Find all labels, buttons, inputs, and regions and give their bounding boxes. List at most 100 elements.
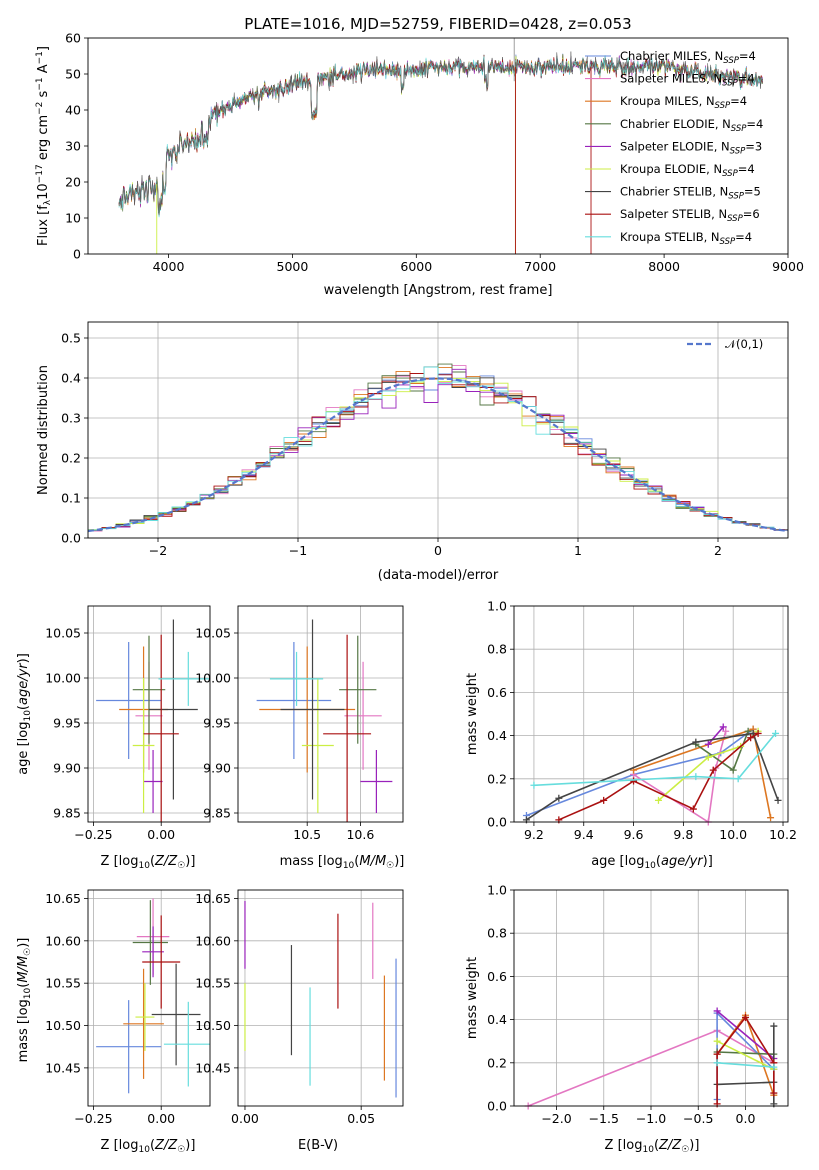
x-tick-label: 0.0: [736, 1111, 756, 1126]
y-tick-label: 0.4: [61, 371, 81, 386]
y-tick-label: 9.90: [53, 761, 81, 776]
y-tick-label: 9.90: [203, 761, 231, 776]
weight-marker: [704, 753, 712, 761]
errorbar-point: [142, 926, 164, 978]
errorbar-point: [132, 678, 155, 813]
histogram-step: [88, 366, 788, 533]
weight-line: [717, 1062, 774, 1068]
y-tick-label: 40: [65, 103, 81, 118]
y-tick-label: 0.0: [61, 531, 81, 546]
legend-label: Kroupa ELODIE, NSSP=4: [620, 162, 755, 179]
y-tick-label: 0.0: [487, 815, 507, 830]
legend-label: Salpeter MILES, NSSP=4: [620, 72, 755, 89]
errorbar-point: [158, 651, 210, 706]
x-tick-label: −0.25: [74, 827, 112, 842]
y-tick-label: 10.55: [45, 976, 81, 991]
weight-marker: [719, 723, 727, 731]
x-tick-label: 0.00: [231, 1111, 259, 1126]
errorbar-point: [344, 661, 382, 770]
spectrum-legend: Chabrier MILES, NSSP=4 Salpeter MILES, NS…: [585, 49, 763, 247]
age-z-ylabel: age [log10(age/yr)]: [16, 653, 33, 775]
x-tick-label: −1.5: [589, 1111, 619, 1126]
legend-label: Salpeter STELIB, NSSP=6: [620, 207, 760, 224]
weight-line: [533, 732, 777, 787]
y-tick-label: 0.6: [487, 969, 507, 984]
age-vs-Z-panel: −0.25 0.00 9.85 9.90 9.95 10.00 10.05: [45, 605, 211, 842]
x-tick-label: 7000: [524, 259, 556, 274]
normal-legend-label: 𝒩(0,1): [725, 337, 763, 351]
weight-line: [716, 1040, 775, 1071]
errorbar-point: [360, 750, 393, 813]
weight-series: [530, 729, 780, 789]
y-tick-label: 0.1: [61, 491, 81, 506]
x-tick-label: 2: [714, 543, 722, 558]
mw-z-xlabel: Z [log10(Z/Z☉)]: [605, 1138, 700, 1155]
x-tick-label: 9.6: [624, 827, 644, 842]
weight-line: [717, 1051, 774, 1055]
spectrum-data-line: [118, 51, 763, 216]
weight-series: [704, 723, 727, 748]
weight-marker: [713, 1059, 721, 1067]
errorbar-point: [135, 983, 155, 1051]
weight-marker: [770, 1063, 778, 1071]
residuals-panel: −2 −1 0 1 2 0.0 0.1 0.2 0.3 0.4 0.5 (data-model)/e…: [36, 321, 789, 583]
x-tick-label: 10.6: [346, 827, 374, 842]
mass-ebv-xlabel: E(B-V): [298, 1138, 338, 1153]
mass-z-ylabel: mass [log10(M/M☉)]: [16, 938, 33, 1063]
weight-series: [630, 725, 775, 822]
errorbar-point: [96, 642, 162, 759]
x-tick-label: 0.00: [147, 1111, 175, 1126]
errorbar-point: [143, 634, 179, 822]
x-tick-label: 0.00: [147, 827, 175, 842]
legend-label: Salpeter ELODIE, NSSP=3: [620, 139, 762, 156]
y-tick-label: 9.95: [53, 716, 81, 731]
weight-marker: [630, 777, 638, 785]
x-tick-label: 4000: [153, 259, 185, 274]
errorbar-point: [149, 619, 198, 800]
age-mass-xlabel: mass [log10(M/M☉)]: [280, 854, 405, 871]
y-tick-label: 60: [65, 31, 81, 46]
mass-vs-Z-panel: −0.25 0.00 10.45 10.50 10.55 10.60 10.65: [45, 889, 211, 1126]
y-tick-label: 9.85: [53, 806, 81, 821]
spectrum-title: PLATE=1016, MJD=52759, FIBERID=0428, z=0…: [244, 15, 631, 33]
legend-label: Kroupa STELIB, NSSP=4: [620, 230, 752, 247]
errorbar-point: [323, 634, 372, 822]
weight-marker: [747, 734, 755, 742]
y-tick-label: 0.3: [61, 411, 81, 426]
y-tick-label: 1.0: [487, 883, 507, 898]
spectrum-xlabel: wavelength [Angstrom, rest frame]: [324, 283, 553, 298]
errorbar-point: [96, 1000, 162, 1094]
x-tick-label: 9000: [772, 259, 804, 274]
x-tick-label: 0.05: [347, 1111, 375, 1126]
errorbar-point: [143, 750, 163, 813]
spectrum-model-line: [118, 55, 764, 218]
x-tick-label: 6000: [400, 259, 432, 274]
x-tick-label: 0: [434, 543, 442, 558]
weight-marker: [713, 1007, 721, 1015]
weight-line: [716, 1010, 775, 1060]
weight-marker: [709, 766, 717, 774]
weight-marker: [729, 766, 737, 774]
mw-age-ylabel: mass weight: [465, 673, 480, 755]
errorbar-point: [151, 963, 201, 1066]
mass-z-xlabel: Z [log10(Z/Z☉)]: [101, 1138, 196, 1155]
weight-marker: [713, 1050, 721, 1058]
legend-label: Chabrier STELIB, NSSP=5: [620, 185, 761, 202]
weight-marker: [772, 729, 780, 737]
x-tick-label: 10.2: [769, 827, 797, 842]
y-tick-label: 10.05: [45, 626, 81, 641]
weight-marker: [713, 1037, 721, 1045]
y-tick-label: 20: [65, 175, 81, 190]
x-tick-label: 10.5: [293, 827, 321, 842]
age-vs-mass-panel: 10.5 10.6 9.85 9.90 9.95 10.00 10.05: [195, 605, 404, 842]
y-tick-label: 10.50: [195, 1018, 231, 1033]
y-tick-label: 10.45: [195, 1060, 231, 1075]
mass-vs-ebv-panel: 0.00 0.05 10.45 10.50 10.55 10.60 10.65: [195, 889, 404, 1126]
errorbar-point: [256, 642, 332, 759]
weight-marker: [530, 781, 538, 789]
y-tick-label: 10.45: [45, 1060, 81, 1075]
y-tick-label: 10.65: [195, 891, 231, 906]
spectrum-ylabel: Flux [fλ10−17 erg cm−2 s−1 A−1]: [35, 46, 53, 246]
weight-marker: [774, 796, 782, 804]
